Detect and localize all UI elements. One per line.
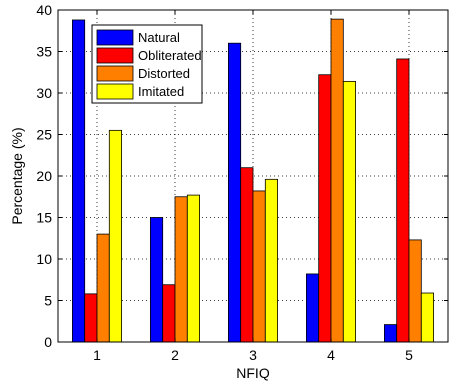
bar-imitated-4 <box>342 80 356 343</box>
bar-obliterated-2 <box>162 284 176 343</box>
y-tick-label: 20 <box>36 168 52 184</box>
axis-ticks: 0 5 10 15 20 25 30 35 40 1 2 3 4 5 <box>36 2 448 363</box>
legend-swatch-distorted <box>96 65 134 82</box>
x-tick-label: 3 <box>249 347 257 363</box>
y-tick-label: 25 <box>36 127 52 143</box>
x-tick-label: 2 <box>171 347 179 363</box>
bar-distorted-2 <box>174 196 188 343</box>
bar-imitated-2 <box>186 194 201 343</box>
bar-natural-5 <box>383 324 398 343</box>
y-axis-label: Percentage (%) <box>9 127 25 224</box>
bar-imitated-3 <box>264 178 278 343</box>
y-tick-label: 30 <box>36 85 52 101</box>
y-tick-label: 15 <box>36 210 52 226</box>
x-tick-label: 5 <box>405 347 413 363</box>
bar-distorted-5 <box>408 239 422 343</box>
bar-natural-3 <box>227 42 242 343</box>
legend: Natural Obliterated Distorted Imitated <box>91 24 203 104</box>
y-tick-label: 35 <box>36 44 52 60</box>
bar-imitated-5 <box>420 292 434 343</box>
x-axis-label: NFIQ <box>236 365 270 381</box>
legend-label-imitated: Imitated <box>138 84 184 99</box>
bar-natural-1 <box>72 19 86 343</box>
x-tick-label: 1 <box>93 347 101 363</box>
bar-obliterated-5 <box>396 58 410 343</box>
x-tick-label: 4 <box>327 347 335 363</box>
y-tick-label: 10 <box>36 251 52 267</box>
bar-obliterated-1 <box>84 293 98 343</box>
bar-natural-2 <box>149 217 164 343</box>
y-tick-label: 40 <box>36 2 52 18</box>
legend-swatch-natural <box>96 29 134 46</box>
bar-distorted-4 <box>330 18 344 343</box>
bar-imitated-1 <box>108 129 123 343</box>
legend-swatch-imitated <box>96 83 134 100</box>
bar-distorted-3 <box>252 190 266 343</box>
bar-obliterated-4 <box>318 74 332 343</box>
bar-distorted-1 <box>96 233 110 343</box>
bars <box>72 18 434 343</box>
y-tick-label: 5 <box>44 293 52 309</box>
bar-natural-4 <box>305 273 320 343</box>
legend-label-distorted: Distorted <box>138 66 190 81</box>
bar-obliterated-3 <box>240 167 254 343</box>
legend-label-obliterated: Obliterated <box>138 48 202 63</box>
legend-swatch-obliterated <box>96 47 134 64</box>
legend-label-natural: Natural <box>138 30 180 45</box>
y-tick-label: 0 <box>44 334 52 350</box>
